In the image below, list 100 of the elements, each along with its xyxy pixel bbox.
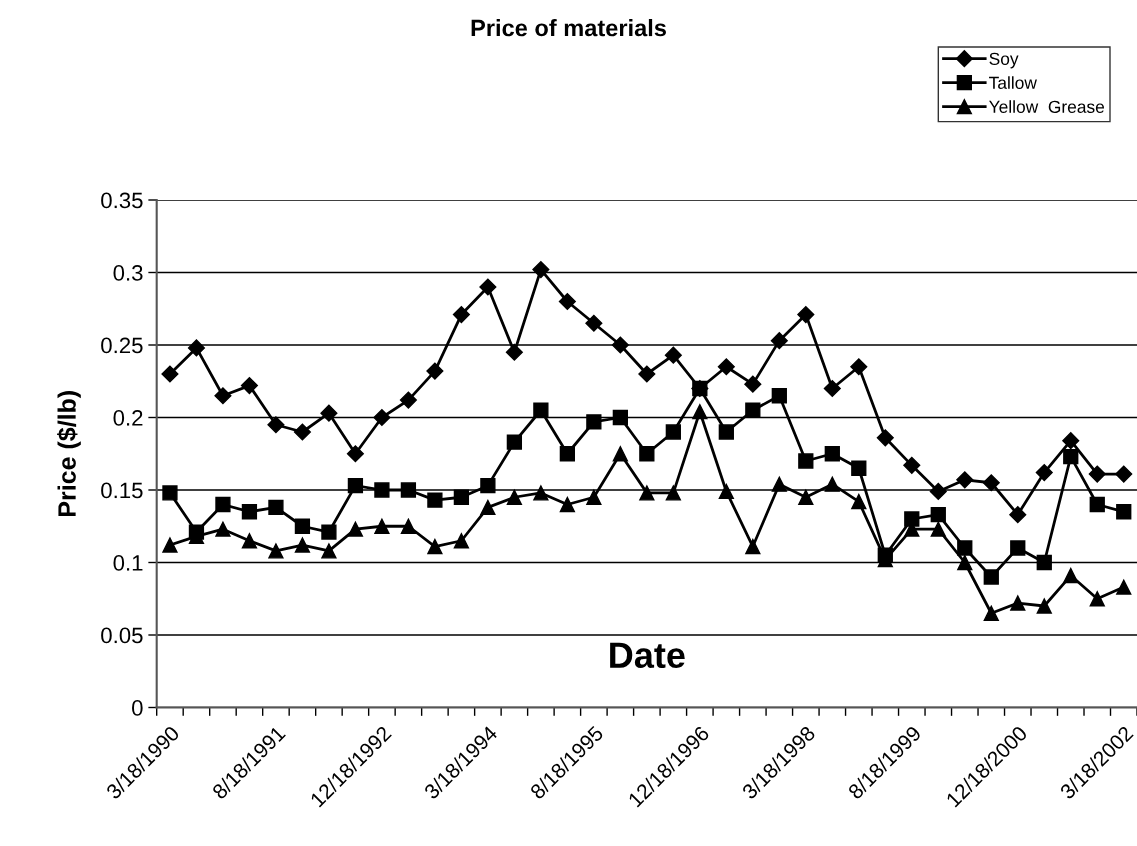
- y-tick-label: 0.2: [113, 410, 143, 426]
- point: [400, 518, 417, 534]
- y-tick-label: 0.25: [101, 337, 143, 354]
- point: [427, 492, 443, 508]
- point: [957, 554, 973, 571]
- point: [797, 305, 815, 324]
- point: [1116, 579, 1132, 595]
- point: [268, 543, 284, 559]
- point: [664, 346, 682, 364]
- point: [744, 375, 762, 393]
- point: [692, 404, 708, 420]
- point: [851, 493, 867, 510]
- point: [215, 496, 231, 513]
- point: [904, 511, 920, 527]
- point: [480, 478, 496, 494]
- point: [1009, 506, 1027, 524]
- y-tick-label: 0.05: [101, 627, 143, 644]
- point: [400, 482, 417, 498]
- point: [479, 278, 497, 296]
- point: [267, 416, 285, 434]
- point: [506, 434, 523, 450]
- point: [665, 424, 681, 440]
- point: [268, 499, 284, 516]
- point: [346, 445, 364, 463]
- point: [241, 504, 258, 520]
- point: [1115, 465, 1133, 483]
- point: [533, 402, 549, 418]
- point: [215, 521, 231, 537]
- point: [532, 261, 550, 279]
- point: [1010, 595, 1026, 611]
- point: [612, 409, 628, 426]
- point: [771, 388, 787, 404]
- point: [929, 482, 947, 501]
- point: [240, 377, 258, 395]
- point: [612, 446, 628, 462]
- y-tick-label: 0.3: [113, 265, 143, 281]
- legend-label: Yellow Grease: [989, 100, 1105, 113]
- point: [930, 507, 946, 523]
- point: [876, 429, 894, 447]
- point: [426, 362, 444, 380]
- point: [717, 358, 735, 376]
- chart-title: Price of materials: [471, 19, 666, 37]
- legend-label: Soy: [989, 52, 1019, 69]
- point: [903, 456, 921, 474]
- point: [718, 424, 734, 440]
- point: [347, 478, 364, 494]
- point: [850, 358, 868, 376]
- point: [983, 605, 999, 621]
- point: [611, 336, 629, 354]
- point: [823, 379, 841, 398]
- point: [824, 446, 840, 462]
- point: [585, 314, 603, 332]
- point: [824, 476, 840, 492]
- point: [586, 414, 602, 430]
- point: [533, 485, 549, 501]
- point: [453, 533, 470, 549]
- point: [718, 483, 734, 500]
- point: [559, 446, 576, 462]
- point: [162, 485, 178, 501]
- point: [453, 489, 470, 505]
- point: [399, 391, 417, 409]
- y-axis-title: Price ($/lb): [57, 391, 81, 516]
- point: [745, 538, 761, 555]
- point: [638, 365, 656, 383]
- point: [639, 485, 655, 501]
- point: [957, 540, 973, 556]
- point: [1036, 598, 1052, 614]
- x-axis-title: Date: [610, 642, 685, 669]
- point: [586, 489, 602, 505]
- point: [559, 496, 576, 513]
- point: [162, 537, 178, 553]
- point: [161, 365, 179, 383]
- point: [374, 518, 390, 534]
- point: [771, 476, 787, 492]
- point: [373, 408, 391, 427]
- point: [214, 387, 232, 405]
- point: [983, 569, 999, 585]
- point: [1063, 449, 1079, 465]
- point: [1036, 554, 1052, 571]
- point: [1089, 496, 1105, 513]
- point: [1116, 504, 1132, 520]
- point: [639, 446, 655, 462]
- point: [321, 543, 337, 559]
- point: [506, 489, 523, 505]
- point: [930, 521, 946, 537]
- point: [427, 538, 443, 555]
- point: [798, 489, 814, 505]
- legend-label: Tallow: [989, 76, 1037, 89]
- point: [956, 471, 974, 489]
- point: [798, 453, 814, 469]
- point: [665, 485, 681, 501]
- point: [1035, 464, 1053, 482]
- point: [452, 305, 470, 324]
- point: [505, 343, 523, 361]
- point: [294, 518, 311, 534]
- point: [321, 524, 337, 540]
- y-tick-label: 0: [132, 700, 143, 716]
- point: [347, 521, 364, 537]
- point: [293, 423, 311, 441]
- point: [851, 460, 867, 476]
